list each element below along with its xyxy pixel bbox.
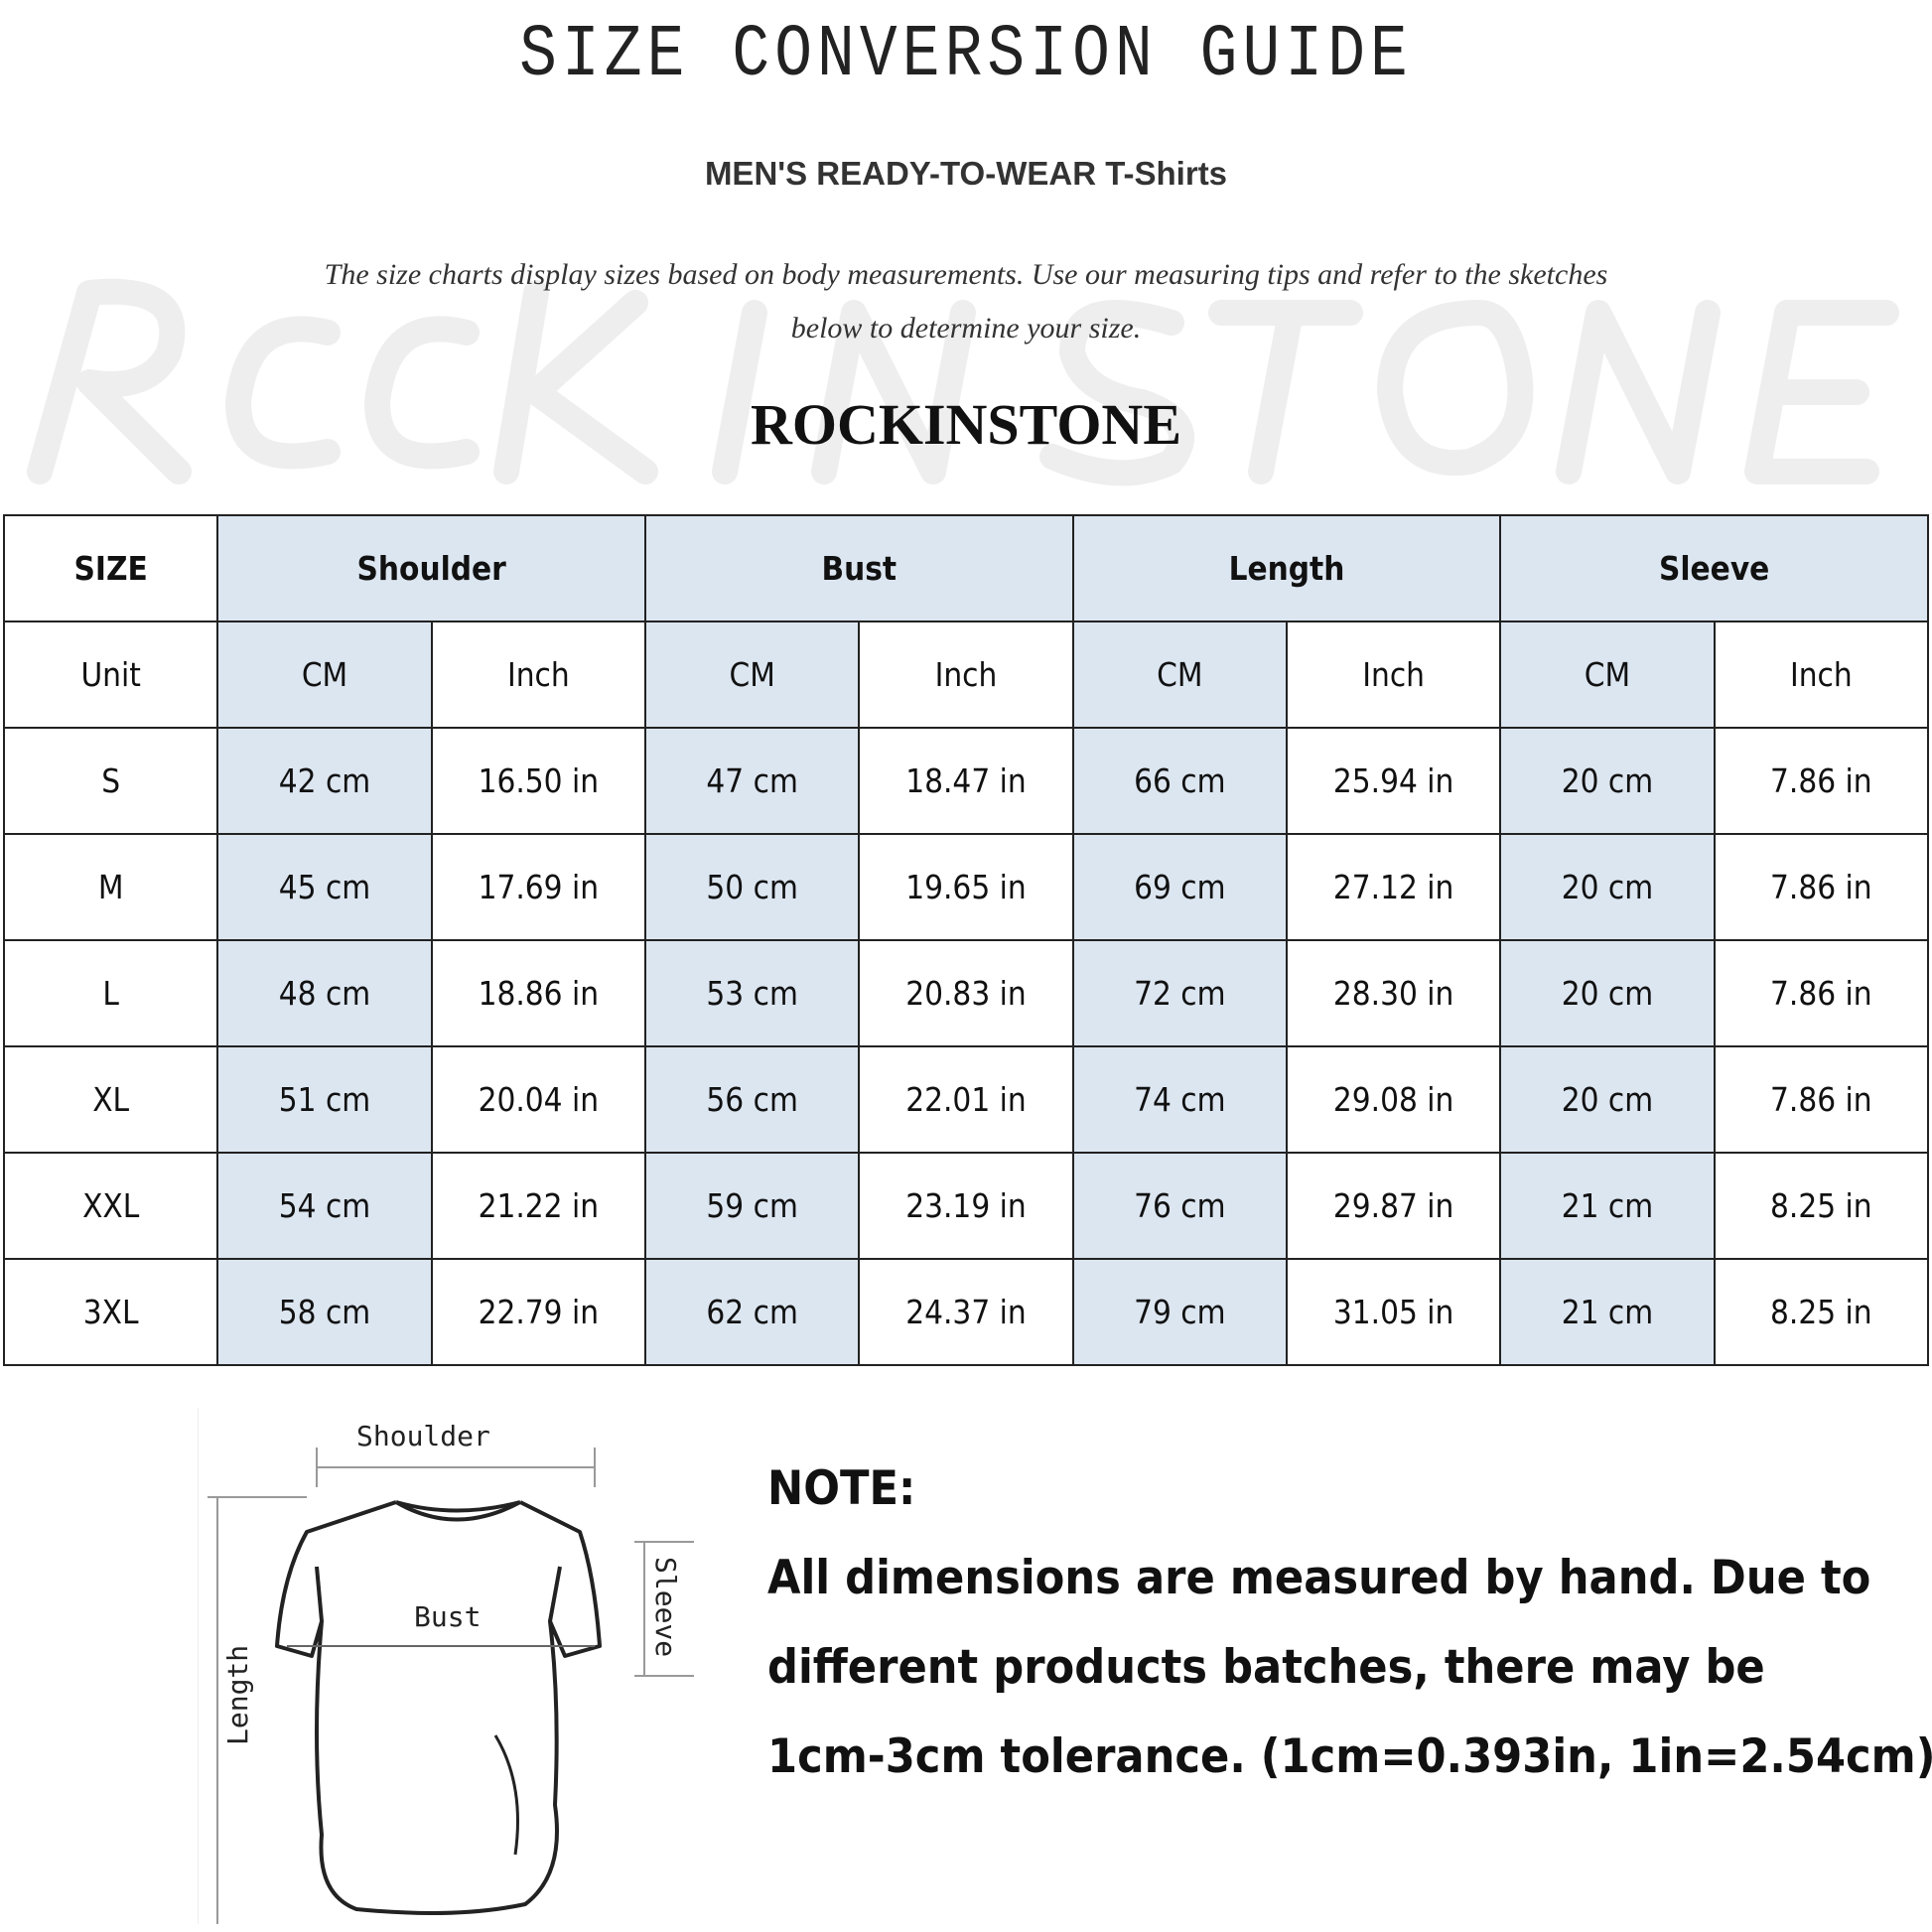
unit-cell: CM	[1499, 621, 1716, 729]
value-cell: 45 cm	[216, 833, 433, 941]
note-line: All dimensions are measured by hand. Due…	[767, 1551, 1871, 1605]
group-header: Sleeve	[1499, 514, 1929, 622]
value-cell: 47 cm	[643, 727, 861, 835]
value-cell: 72 cm	[1071, 939, 1288, 1047]
description-line: The size charts display sizes based on b…	[324, 258, 1608, 291]
unit-cell: Inch	[1713, 621, 1930, 729]
table-row: XXL 54 cm 21.22 in 59 cm 23.19 in 76 cm 29.87 …	[2, 1152, 1930, 1260]
size-cell: S	[2, 727, 219, 835]
unit-row: Unit CM Inch CM Inch CM Inch CM Inch	[2, 621, 1930, 729]
group-header: Shoulder	[216, 514, 646, 622]
unit-cell: CM	[643, 621, 861, 729]
value-cell: 29.87 in	[1285, 1152, 1502, 1260]
group-header: Bust	[643, 514, 1074, 622]
value-cell: 74 cm	[1071, 1045, 1288, 1154]
value-cell: 8.25 in	[1713, 1258, 1930, 1366]
value-cell: 23.19 in	[858, 1152, 1074, 1260]
length-label: Length	[221, 1645, 254, 1745]
value-cell: 66 cm	[1071, 727, 1288, 835]
table-row: 3XL 58 cm 22.79 in 62 cm 24.37 in 79 cm 31.05 …	[2, 1258, 1930, 1366]
unit-cell: Unit	[2, 621, 219, 729]
size-header: SIZE	[2, 514, 219, 622]
value-cell: 18.86 in	[430, 939, 646, 1047]
header-row: SIZE Shoulder Bust Length Sleeve	[2, 514, 1929, 622]
table-row: S 42 cm 16.50 in 47 cm 18.47 in 66 cm 25.94 in…	[2, 727, 1930, 835]
size-cell: 3XL	[2, 1258, 219, 1366]
value-cell: 29.08 in	[1285, 1045, 1502, 1154]
note-line: different products batches, there may be	[767, 1640, 1765, 1695]
unit-cell: CM	[1071, 621, 1288, 729]
value-cell: 18.47 in	[858, 727, 1074, 835]
value-cell: 20 cm	[1499, 833, 1716, 941]
size-cell: XXL	[2, 1152, 219, 1260]
value-cell: 56 cm	[643, 1045, 861, 1154]
size-cell: M	[2, 833, 219, 941]
value-cell: 27.12 in	[1285, 833, 1502, 941]
value-cell: 7.86 in	[1713, 939, 1930, 1047]
value-cell: 69 cm	[1071, 833, 1288, 941]
description-line: below to determine your size.	[790, 312, 1142, 345]
value-cell: 54 cm	[216, 1152, 433, 1260]
bust-label: Bust	[414, 1600, 481, 1633]
value-cell: 17.69 in	[430, 833, 646, 941]
watermark-logo	[27, 278, 1899, 486]
value-cell: 58 cm	[216, 1258, 433, 1366]
value-cell: 21 cm	[1499, 1258, 1716, 1366]
value-cell: 21.22 in	[430, 1152, 646, 1260]
note-heading: NOTE:	[767, 1461, 916, 1516]
value-cell: 28.30 in	[1285, 939, 1502, 1047]
value-cell: 21 cm	[1499, 1152, 1716, 1260]
unit-cell: Inch	[858, 621, 1074, 729]
value-cell: 16.50 in	[430, 727, 646, 835]
value-cell: 20 cm	[1499, 727, 1716, 835]
value-cell: 51 cm	[216, 1045, 433, 1154]
value-cell: 8.25 in	[1713, 1152, 1930, 1260]
value-cell: 7.86 in	[1713, 833, 1930, 941]
unit-cell: Inch	[1285, 621, 1502, 729]
size-cell: L	[2, 939, 219, 1047]
value-cell: 31.05 in	[1285, 1258, 1502, 1366]
unit-cell: CM	[216, 621, 433, 729]
sleeve-label: Sleeve	[649, 1557, 682, 1657]
value-cell: 20 cm	[1499, 1045, 1716, 1154]
value-cell: 22.01 in	[858, 1045, 1074, 1154]
value-cell: 24.37 in	[858, 1258, 1074, 1366]
value-cell: 79 cm	[1071, 1258, 1288, 1366]
value-cell: 42 cm	[216, 727, 433, 835]
value-cell: 62 cm	[643, 1258, 861, 1366]
page-title: SIZE CONVERSION GUIDE	[519, 14, 1413, 97]
value-cell: 25.94 in	[1285, 727, 1502, 835]
size-table: SIZE Shoulder Bust Length Sleeve Unit CM Inch CM…	[2, 514, 1930, 1366]
description: The size charts display sizes based on b…	[0, 248, 1932, 355]
value-cell: 76 cm	[1071, 1152, 1288, 1260]
value-cell: 7.86 in	[1713, 1045, 1930, 1154]
size-cell: XL	[2, 1045, 219, 1154]
table-row: XL 51 cm 20.04 in 56 cm 22.01 in 74 cm 29.08 i…	[2, 1045, 1930, 1154]
value-cell: 20 cm	[1499, 939, 1716, 1047]
value-cell: 7.86 in	[1713, 727, 1930, 835]
value-cell: 20.04 in	[430, 1045, 646, 1154]
shoulder-label: Shoulder	[356, 1420, 490, 1452]
value-cell: 20.83 in	[858, 939, 1074, 1047]
brand-name: ROCKINSTONE	[750, 392, 1182, 457]
value-cell: 59 cm	[643, 1152, 861, 1260]
note: NOTE: All dimensions are measured by han…	[767, 1445, 1932, 1802]
note-line: 1cm-3cm tolerance. (1cm=0.393in, 1in=2.5…	[767, 1729, 1932, 1784]
group-header: Length	[1071, 514, 1502, 622]
value-cell: 48 cm	[216, 939, 433, 1047]
value-cell: 50 cm	[643, 833, 861, 941]
value-cell: 53 cm	[643, 939, 861, 1047]
value-cell: 19.65 in	[858, 833, 1074, 941]
table-row: M 45 cm 17.69 in 50 cm 19.65 in 69 cm 27.12 in…	[2, 833, 1930, 941]
unit-cell: Inch	[430, 621, 646, 729]
subtitle: MEN'S READY-TO-WEAR T-Shirts	[704, 155, 1228, 192]
tshirt-sketch: Shoulder Bust Length Sleeve	[198, 1408, 694, 1924]
table-row: L 48 cm 18.86 in 53 cm 20.83 in 72 cm 28.30 in…	[2, 939, 1930, 1047]
value-cell: 22.79 in	[430, 1258, 646, 1366]
